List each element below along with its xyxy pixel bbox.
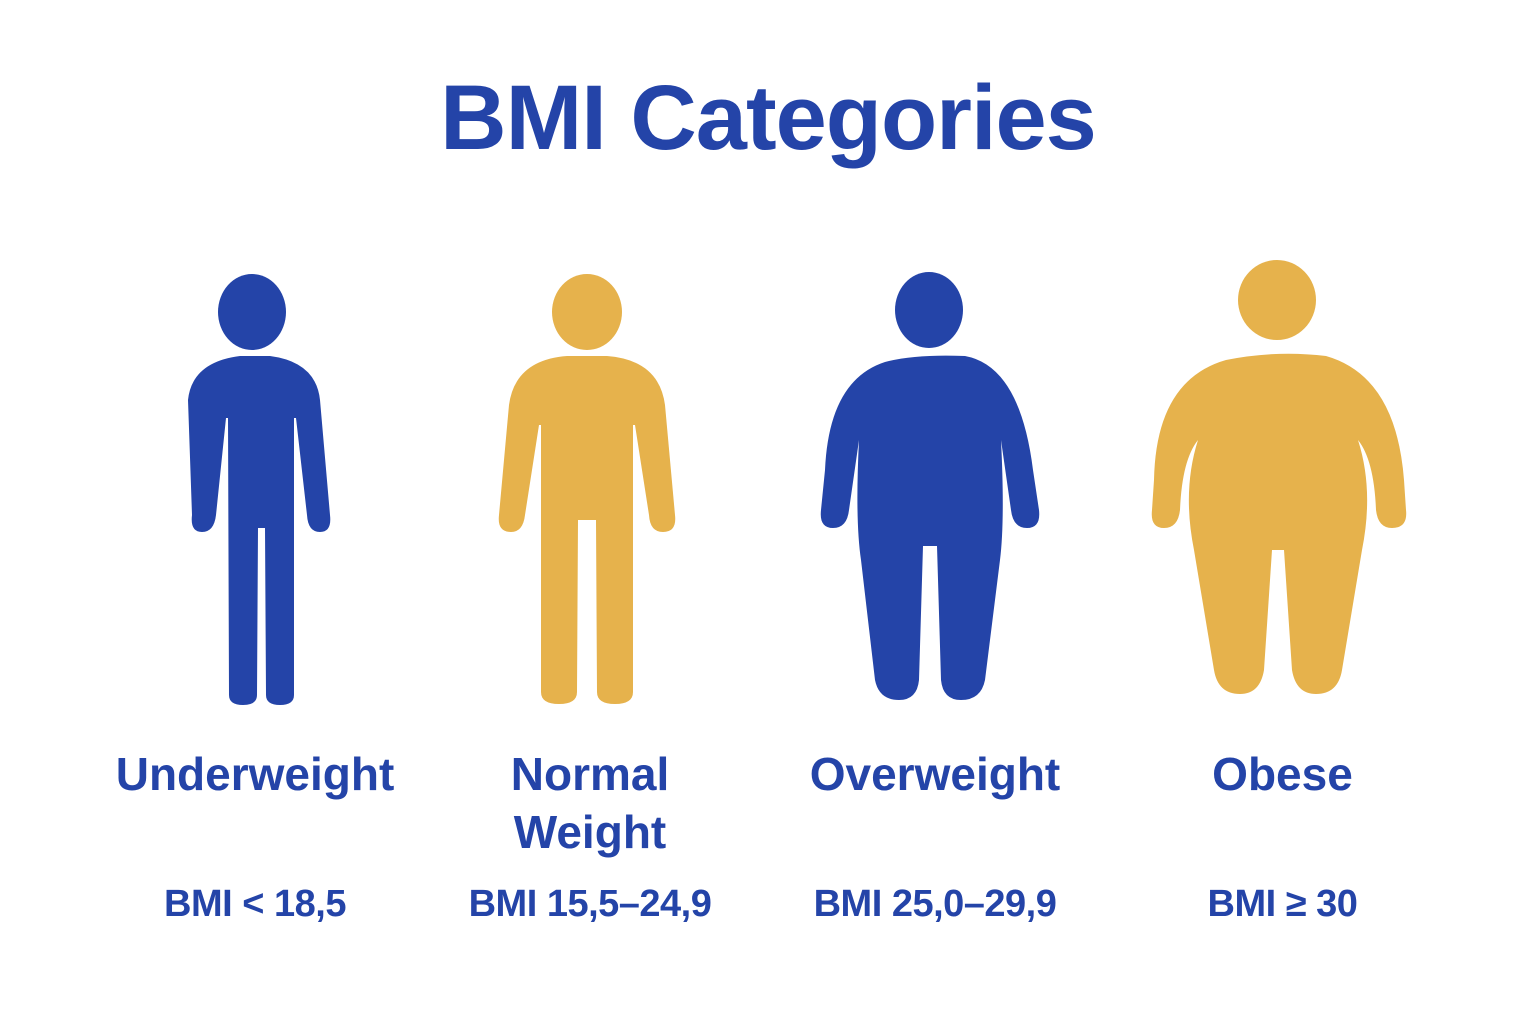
bmi-range-normal-weight: BMI 15,5–24,9 — [468, 883, 712, 925]
obese-person-icon — [1146, 260, 1411, 700]
thin-person-icon — [170, 270, 335, 710]
category-label-underweight: Underweight — [115, 748, 395, 800]
page-title: BMI Categories — [440, 67, 1097, 169]
bmi-range-underweight: BMI < 18,5 — [164, 883, 346, 925]
bmi-range-overweight: BMI 25,0–29,9 — [813, 883, 1057, 925]
bmi-range-obese: BMI ≥ 30 — [1207, 883, 1358, 925]
category-label-obese: Obese — [1212, 748, 1353, 800]
overweight-person-icon — [815, 270, 1045, 710]
category-label-normal-weight: Normal Weight — [510, 748, 670, 858]
category-label-overweight: Overweight — [809, 748, 1061, 800]
normal-person-icon — [487, 270, 687, 710]
